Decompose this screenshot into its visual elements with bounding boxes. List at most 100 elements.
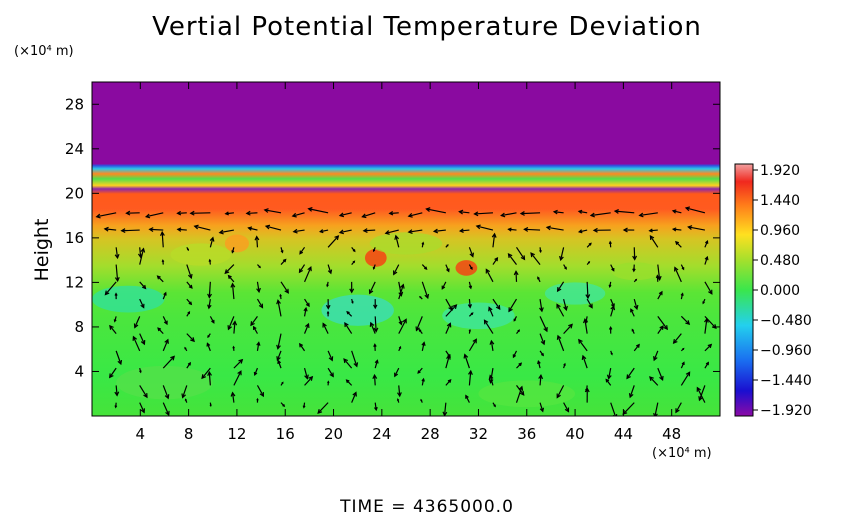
wind-arrow <box>419 296 423 300</box>
wind-arrow <box>563 324 573 335</box>
wind-arrow <box>657 291 663 300</box>
anomaly-patch <box>116 365 213 400</box>
wind-arrow <box>208 299 211 309</box>
wind-arrow <box>186 333 195 342</box>
wind-arrow <box>177 228 187 231</box>
wind-arrow-head <box>563 362 566 366</box>
wind-arrow-head <box>140 340 146 346</box>
wind-arrow <box>578 339 588 352</box>
wind-arrow-head <box>658 290 663 296</box>
wind-arrow <box>162 402 170 416</box>
wind-arrow-head <box>419 295 422 299</box>
wind-arrow <box>344 322 353 334</box>
wind-arrow-head <box>494 256 499 262</box>
wind-arrow-head <box>398 291 404 297</box>
wind-arrow <box>657 316 668 330</box>
wind-arrow <box>421 242 424 248</box>
wind-arrow <box>186 264 192 279</box>
wind-arrow-head <box>252 325 257 330</box>
wind-arrow <box>139 248 145 265</box>
wind-arrow <box>516 246 525 260</box>
wind-arrow-head <box>352 249 356 253</box>
wind-arrow-head <box>299 250 304 255</box>
wind-arrow-head <box>517 329 520 333</box>
wind-arrow-head <box>672 339 678 345</box>
wind-arrow <box>385 229 399 234</box>
wind-arrow <box>398 281 402 296</box>
wind-arrow-head <box>485 268 491 274</box>
wind-arrow <box>256 342 260 351</box>
wind-arrow <box>460 229 470 232</box>
wind-arrow <box>256 236 259 248</box>
wind-arrow-head <box>539 307 544 313</box>
wind-arrow-head <box>680 292 684 296</box>
wind-arrow-head <box>190 337 195 343</box>
chart-title: Vertial Potential Temperature Deviation <box>152 12 702 42</box>
wind-arrow <box>343 358 353 369</box>
wind-arrow-head <box>344 322 349 328</box>
wind-arrow-head <box>653 356 658 362</box>
wind-arrow-head <box>276 356 281 362</box>
wind-arrow <box>512 350 518 358</box>
wind-arrow <box>246 212 258 215</box>
temperature-field <box>92 82 720 416</box>
wind-arrow-head <box>675 408 680 414</box>
wind-arrow <box>563 363 566 369</box>
wind-arrow <box>609 241 612 248</box>
wind-arrow <box>398 316 402 325</box>
wind-arrow <box>115 385 118 396</box>
wind-arrow-head <box>209 236 215 242</box>
wind-arrow <box>610 350 613 355</box>
wind-arrow <box>146 212 164 218</box>
wind-arrow-head <box>144 213 151 219</box>
wind-arrow-head <box>470 312 474 316</box>
wind-arrow-head <box>400 283 405 289</box>
wind-arrow <box>139 367 142 373</box>
wind-arrow <box>374 316 377 332</box>
wind-arrow-head <box>518 385 524 391</box>
wind-arrow-head <box>351 301 354 304</box>
wind-arrow-head <box>425 207 431 212</box>
wind-arrow-head <box>114 405 118 409</box>
wind-arrow-head <box>463 353 469 359</box>
wind-arrow <box>673 228 682 231</box>
wind-arrow-head <box>705 240 709 244</box>
wind-arrow-head <box>519 211 525 216</box>
y-tick-label: 28 <box>65 95 84 113</box>
wind-arrow-head <box>631 328 635 332</box>
wind-arrow-head <box>227 274 232 280</box>
wind-arrow <box>579 229 588 233</box>
wind-arrow-head <box>362 228 368 234</box>
wind-arrow-head <box>545 225 551 231</box>
wind-arrow <box>139 402 145 413</box>
wind-arrow <box>139 333 145 345</box>
wind-arrow <box>626 367 635 379</box>
wind-arrow-head <box>698 396 703 402</box>
wind-arrow-head <box>556 303 561 309</box>
x-axis-ticks: 4 8 12 16 20 24 28 32 36 40 44 48 <box>136 82 681 443</box>
wind-arrow <box>556 304 565 317</box>
wind-arrow-head <box>352 260 356 264</box>
wind-arrow <box>516 385 525 396</box>
wind-arrow-head <box>585 388 589 393</box>
wind-arrow <box>277 333 282 349</box>
wind-arrow-head <box>703 317 709 323</box>
wind-arrow <box>680 371 691 386</box>
wind-arrow <box>443 402 447 416</box>
wind-arrow <box>490 340 494 351</box>
wind-arrow <box>633 344 640 352</box>
anomaly-patch <box>455 260 478 276</box>
wind-arrow <box>276 350 282 361</box>
wind-arrow-head <box>708 289 713 295</box>
anomaly-patch <box>224 234 249 253</box>
wind-arrow <box>415 316 423 331</box>
wind-arrow <box>704 318 708 334</box>
wind-arrow <box>557 281 565 292</box>
anomaly-patch <box>442 302 515 330</box>
colorbar-tick-label: 0.000 <box>760 283 800 299</box>
wind-arrow-head <box>207 304 212 310</box>
wind-arrow-head <box>224 211 229 216</box>
wind-arrow <box>421 378 425 386</box>
wind-arrow <box>408 229 423 233</box>
wind-arrow <box>346 379 353 386</box>
